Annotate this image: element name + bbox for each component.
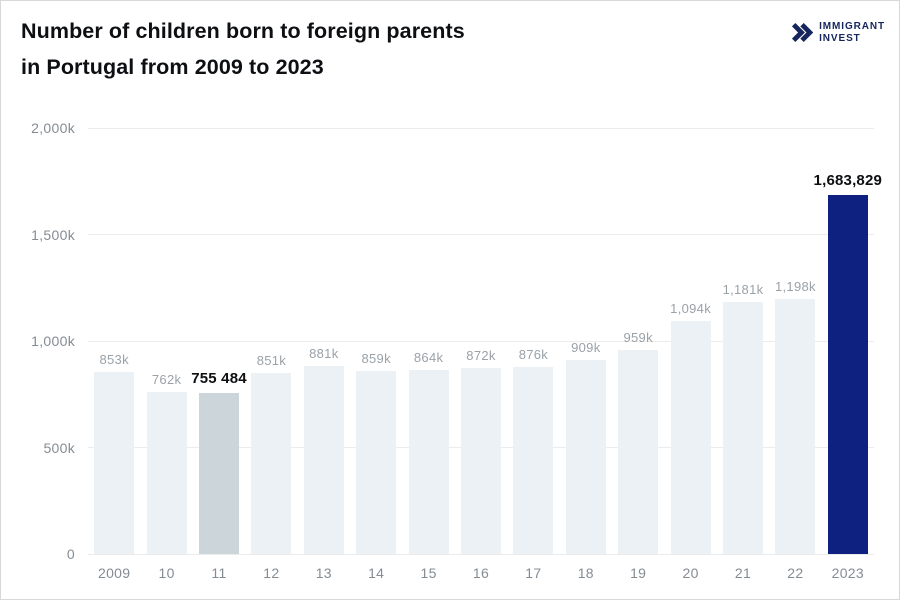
bar-15: [408, 370, 449, 554]
chart-title-line-1: Number of children born to foreign paren…: [21, 19, 465, 43]
xtick-label-19: 19: [630, 565, 647, 581]
bar-value-label-2009: 853k: [99, 352, 129, 367]
ytick-label-0: 0: [66, 546, 75, 562]
bar-value-label-16: 872k: [466, 348, 496, 363]
bar-value-label-15: 864k: [413, 350, 444, 365]
bar-2009: [94, 372, 135, 554]
gridline-0: [88, 553, 874, 555]
bar-value-label-14: 859k: [361, 351, 391, 366]
bar-18: [565, 360, 606, 554]
xtick-label-16: 16: [472, 565, 490, 581]
bar-value-label-20: 1,094k: [670, 301, 712, 316]
gridline-1,000k: [88, 340, 874, 342]
xtick-label-17: 17: [525, 565, 542, 581]
chart-title-line-2: in Portugal from 2009 to 2023: [21, 55, 324, 79]
bar-value-label-13: 881k: [309, 346, 339, 361]
bar-13: [303, 366, 344, 554]
double-chevron-right-icon: [792, 22, 814, 43]
xtick-label-11: 11: [211, 565, 227, 581]
xtick-label-12: 12: [263, 565, 280, 581]
immigrant-invest-logo: IMMIGRANT INVEST: [790, 21, 885, 44]
bar-22: [775, 299, 816, 554]
xtick-label-15: 15: [420, 565, 437, 581]
ytick-label-1,000k: 1,000k: [31, 333, 75, 349]
bar-value-label-10: 762k: [151, 372, 182, 387]
xtick-label-14: 14: [368, 565, 385, 581]
bar-value-label-18: 909k: [571, 340, 601, 355]
xtick-label-2023: 2023: [831, 565, 864, 581]
bar-14: [356, 371, 397, 554]
bar-20: [670, 321, 711, 554]
xtick-label-10: 10: [158, 565, 175, 581]
logo-text: IMMIGRANT INVEST: [819, 21, 885, 44]
bar-2023: [827, 195, 868, 554]
xtick-label-2009: 2009: [98, 565, 131, 581]
logo-text-line-2: INVEST: [819, 32, 861, 44]
bar-value-label-19: 959k: [623, 330, 653, 345]
bar-value-label-11: 755 484: [191, 370, 247, 387]
bar-value-label-17: 876k: [518, 347, 549, 362]
bar-value-label-2023: 1,683,829: [813, 172, 883, 189]
gridline-2,000k: [88, 127, 874, 129]
xtick-label-20: 20: [682, 565, 699, 581]
xtick-label-22: 22: [787, 565, 804, 581]
gridline-1,500k: [88, 234, 874, 235]
ytick-label-1,500k: 1,500k: [31, 226, 75, 243]
bar-21: [723, 302, 763, 554]
bar-12: [251, 373, 292, 554]
ytick-label-500k: 500k: [43, 439, 75, 456]
logo-text-line-1: IMMIGRANT: [819, 21, 885, 32]
bar-19: [618, 350, 659, 554]
chart-title: Number of children born to foreign paren…: [21, 13, 465, 85]
xtick-label-13: 13: [315, 565, 332, 581]
xtick-label-18: 18: [577, 565, 594, 581]
bar-16: [461, 368, 501, 554]
bar-value-label-21: 1,181k: [722, 282, 764, 297]
bar-11: [199, 393, 239, 554]
bar-value-label-22: 1,198k: [774, 279, 816, 294]
ytick-label-2,000k: 2,000k: [31, 120, 75, 136]
bar-10: [146, 392, 187, 554]
bar-value-label-12: 851k: [256, 353, 287, 368]
bar-17: [513, 367, 554, 554]
xtick-label-21: 21: [734, 565, 752, 581]
